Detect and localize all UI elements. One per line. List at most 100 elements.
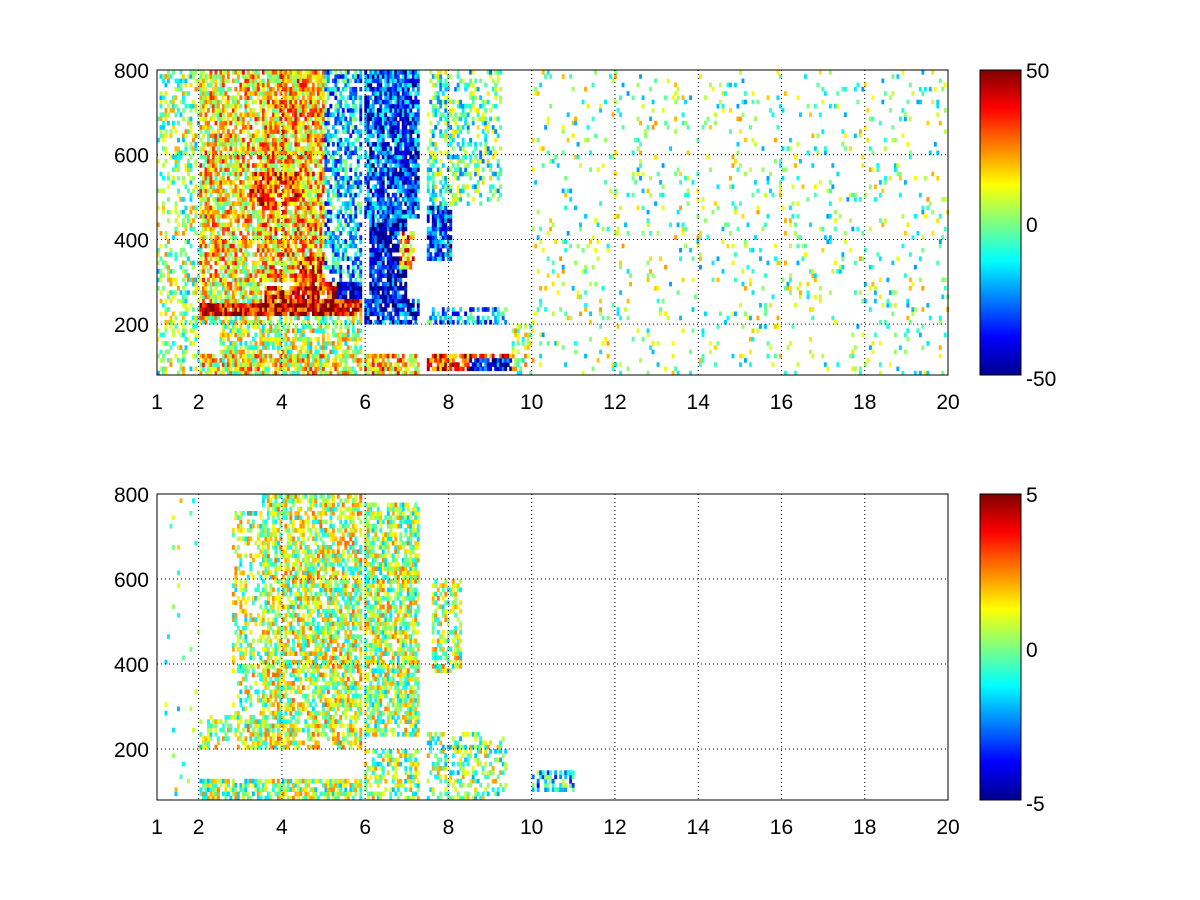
heatmap-cell [231,324,235,329]
heatmap-cell [241,201,245,206]
heatmap-cell [366,214,370,219]
heatmap-cell [212,188,215,194]
heatmap-cell [244,264,248,270]
heatmap-cell [336,260,340,266]
heatmap-cell [226,74,230,79]
heatmap-cell [294,201,298,206]
heatmap-cell [202,180,205,185]
heatmap-cell [192,133,195,139]
heatmap-cell [409,112,413,117]
heatmap-cell [226,180,230,185]
heatmap-cell [391,273,395,278]
heatmap-cell [172,99,175,105]
heatmap-cell [384,150,388,156]
heatmap-cell [394,129,398,134]
heatmap-cell [311,277,315,283]
heatmap-cell [391,129,395,134]
heatmap-cell [281,324,285,329]
heatmap-cell [389,353,393,359]
heatmap-cell [256,218,260,223]
heatmap-cell [296,349,300,355]
heatmap-cell [189,154,193,160]
heatmap-cell [371,133,375,139]
heatmap-cell [366,358,370,363]
heatmap-cell [304,184,308,189]
heatmap-cell [299,256,303,261]
heatmap-cell [351,74,355,79]
heatmap-cell [366,116,370,122]
heatmap-cell [401,125,405,130]
heatmap-cell [249,91,253,96]
heatmap-cell [199,294,203,300]
heatmap-cell [226,294,230,300]
heatmap-cell [299,180,303,185]
heatmap-cell [274,95,278,100]
heatmap-cell [406,142,410,147]
heatmap-cell [241,269,245,274]
heatmap-cell [294,150,298,156]
heatmap-cell [296,74,300,79]
heatmap-cell [246,214,250,219]
heatmap-cell [274,336,278,342]
heatmap-cell [356,247,360,253]
heatmap-cell [202,197,205,202]
heatmap-cell [364,78,368,84]
heatmap-cell [174,218,178,223]
heatmap-cell [404,103,408,109]
heatmap-cell [336,180,340,185]
heatmap-cell [271,91,275,96]
heatmap-cell [316,315,320,321]
heatmap-cell [371,78,375,84]
heatmap-cell [311,74,315,79]
heatmap-cell [294,159,298,164]
heatmap-cell [207,303,210,308]
heatmap-cell [261,150,265,156]
heatmap-cell [271,188,275,194]
heatmap-cell [336,171,340,177]
heatmap-cell [179,82,183,88]
heatmap-cell [212,159,215,164]
heatmap-cell [189,319,193,325]
heatmap-cell [266,82,270,88]
heatmap-cell [334,129,338,134]
heatmap-cell [371,252,375,257]
heatmap-cell [261,99,265,105]
heatmap-cell [306,222,310,228]
heatmap-cell [316,125,320,130]
heatmap-cell [279,273,283,278]
heatmap-cell [212,307,215,312]
heatmap-cell [221,281,225,287]
heatmap-cell [351,180,355,185]
heatmap-cell [374,167,378,172]
heatmap-cell [214,260,218,266]
heatmap-cell [299,243,303,249]
heatmap-cell [261,175,265,181]
heatmap-cell [271,103,275,109]
heatmap-cell [359,142,363,147]
heatmap-cell [379,133,383,139]
heatmap-cell [192,137,195,143]
heatmap-cell [219,226,223,232]
heatmap-cell [301,290,305,295]
heatmap-cell [276,243,280,249]
heatmap-cell [311,154,315,160]
heatmap-cell [294,103,298,109]
heatmap-cell [416,108,420,113]
heatmap-cell [334,260,338,266]
heatmap-cell [406,311,410,317]
heatmap-cell [354,353,358,359]
heatmap-cell [246,231,250,236]
heatmap-cell [379,78,383,84]
heatmap-cell [344,192,348,198]
heatmap-cell [299,286,303,291]
heatmap-cell [241,311,245,317]
heatmap-cell [349,243,353,249]
heatmap-cell [184,311,188,317]
heatmap-cell [264,120,268,126]
heatmap-cell [209,205,213,211]
heatmap-cell [256,298,260,304]
heatmap-cell [409,129,413,134]
heatmap-cell [194,324,198,329]
heatmap-cell [226,163,230,168]
heatmap-cell [276,218,280,223]
